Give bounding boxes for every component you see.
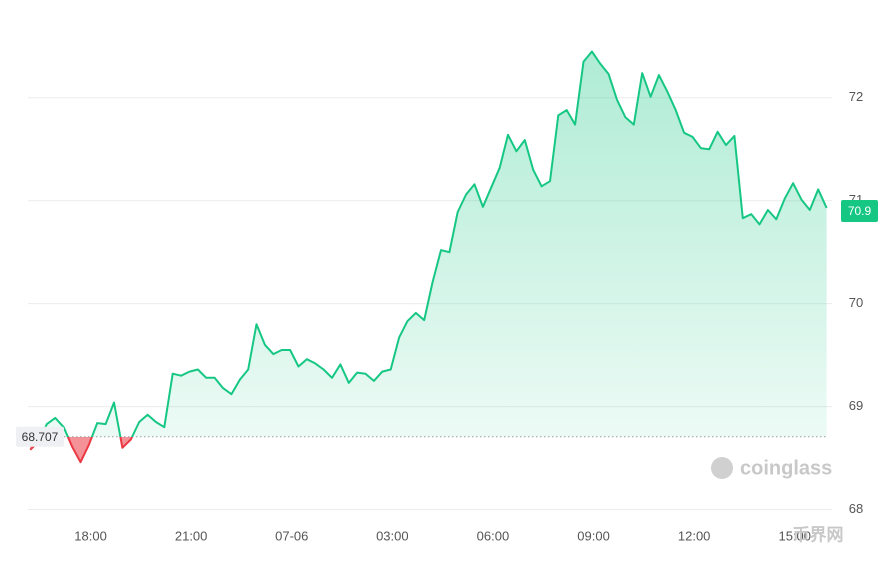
- x-tick-label: 03:00: [376, 528, 409, 543]
- y-tick-label: 69: [849, 398, 863, 413]
- x-tick-label: 18:00: [74, 528, 107, 543]
- corner-watermark: 币界网: [793, 525, 844, 544]
- y-tick-label: 70: [849, 295, 863, 310]
- watermark-logo: [711, 457, 733, 479]
- y-tick-label: 72: [849, 89, 863, 104]
- x-tick-label: 21:00: [175, 528, 208, 543]
- x-tick-label: 12:00: [678, 528, 711, 543]
- y-tick-label: 68: [849, 501, 863, 516]
- last-price-label: 70.9: [848, 204, 872, 218]
- last-price-box: [841, 200, 878, 223]
- watermark: coinglass: [740, 457, 832, 479]
- x-tick-label: 07-06: [275, 528, 308, 543]
- x-tick-label: 06:00: [477, 528, 510, 543]
- area: [30, 51, 827, 463]
- x-tick-label: 09:00: [577, 528, 610, 543]
- baseline-label: 68.707: [22, 430, 59, 444]
- x-tick-label: 15:00: [778, 528, 811, 543]
- baseline-label-box: [16, 426, 64, 447]
- price-line: [29, 50, 828, 464]
